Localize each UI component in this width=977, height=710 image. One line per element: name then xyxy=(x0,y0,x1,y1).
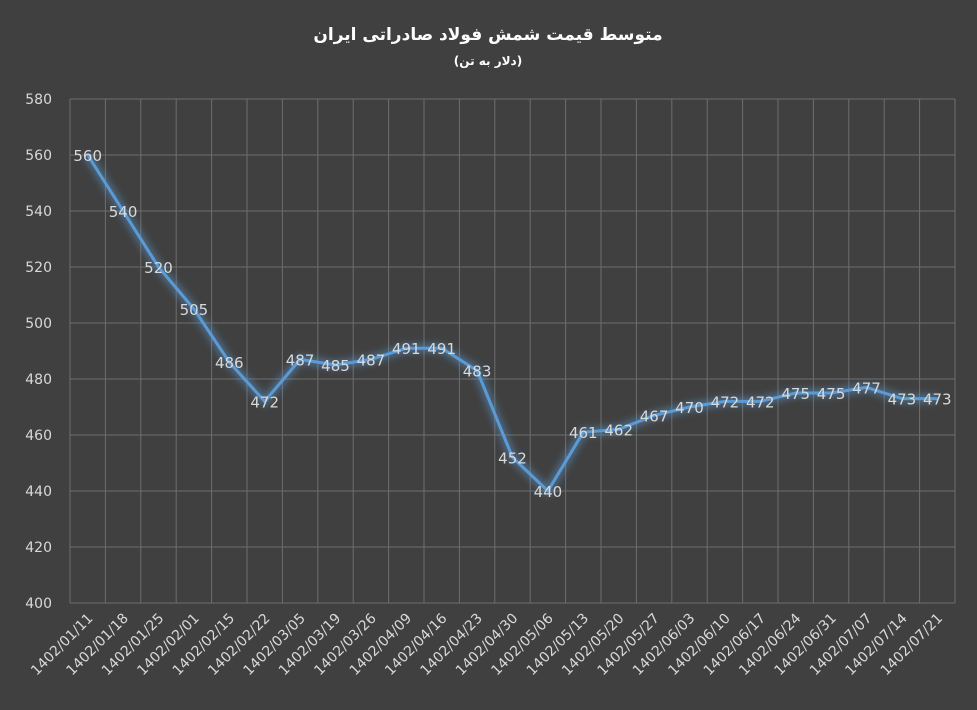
data-label: 473 xyxy=(888,391,917,409)
data-label: 461 xyxy=(569,424,598,442)
data-label: 486 xyxy=(215,354,244,372)
y-tick-label: 440 xyxy=(25,484,52,500)
y-tick-label: 480 xyxy=(25,372,52,388)
y-tick-label: 520 xyxy=(25,260,52,276)
x-axis-ticks: 1402/01/111402/01/181402/01/251402/02/01… xyxy=(28,610,946,678)
y-axis-ticks: 400 420 440 460 480 500 520 540 560 580 xyxy=(25,92,52,612)
chart-title: متوسط قیمت شمش فولاد صادراتی ایران xyxy=(313,25,662,45)
series-line xyxy=(86,154,938,493)
y-tick-label: 500 xyxy=(25,316,52,332)
data-label: 470 xyxy=(675,399,704,417)
chart-subtitle: (دلار به تن) xyxy=(454,54,522,68)
data-label: 472 xyxy=(250,393,279,411)
y-tick-label: 400 xyxy=(25,596,52,612)
data-label: 520 xyxy=(144,259,173,277)
data-label: 540 xyxy=(109,203,138,221)
data-label: 472 xyxy=(711,393,740,411)
gridlines xyxy=(69,98,956,604)
data-label: 452 xyxy=(498,449,527,467)
y-tick-label: 540 xyxy=(25,204,52,220)
y-tick-label: 420 xyxy=(25,540,52,556)
data-label: 560 xyxy=(73,147,102,165)
data-label: 483 xyxy=(463,363,492,381)
data-label: 505 xyxy=(180,301,209,319)
data-label: 467 xyxy=(640,407,669,425)
series-lines xyxy=(83,152,938,496)
data-labels: 560 540 520 505 486 472 487 485 487 491 491 483 452 4… xyxy=(73,147,951,501)
data-label: 491 xyxy=(427,340,456,358)
data-label: 475 xyxy=(781,385,810,403)
data-label: 477 xyxy=(852,379,881,397)
data-label: 491 xyxy=(392,340,421,358)
data-label: 462 xyxy=(604,421,633,439)
data-label: 485 xyxy=(321,357,350,375)
data-label: 440 xyxy=(534,483,563,501)
data-label: 487 xyxy=(286,351,315,369)
data-label: 472 xyxy=(746,393,775,411)
y-tick-label: 580 xyxy=(25,92,52,108)
data-label: 475 xyxy=(817,385,846,403)
y-tick-label: 460 xyxy=(25,428,52,444)
data-label: 487 xyxy=(357,351,386,369)
y-tick-label: 560 xyxy=(25,148,52,164)
data-label: 473 xyxy=(923,391,952,409)
